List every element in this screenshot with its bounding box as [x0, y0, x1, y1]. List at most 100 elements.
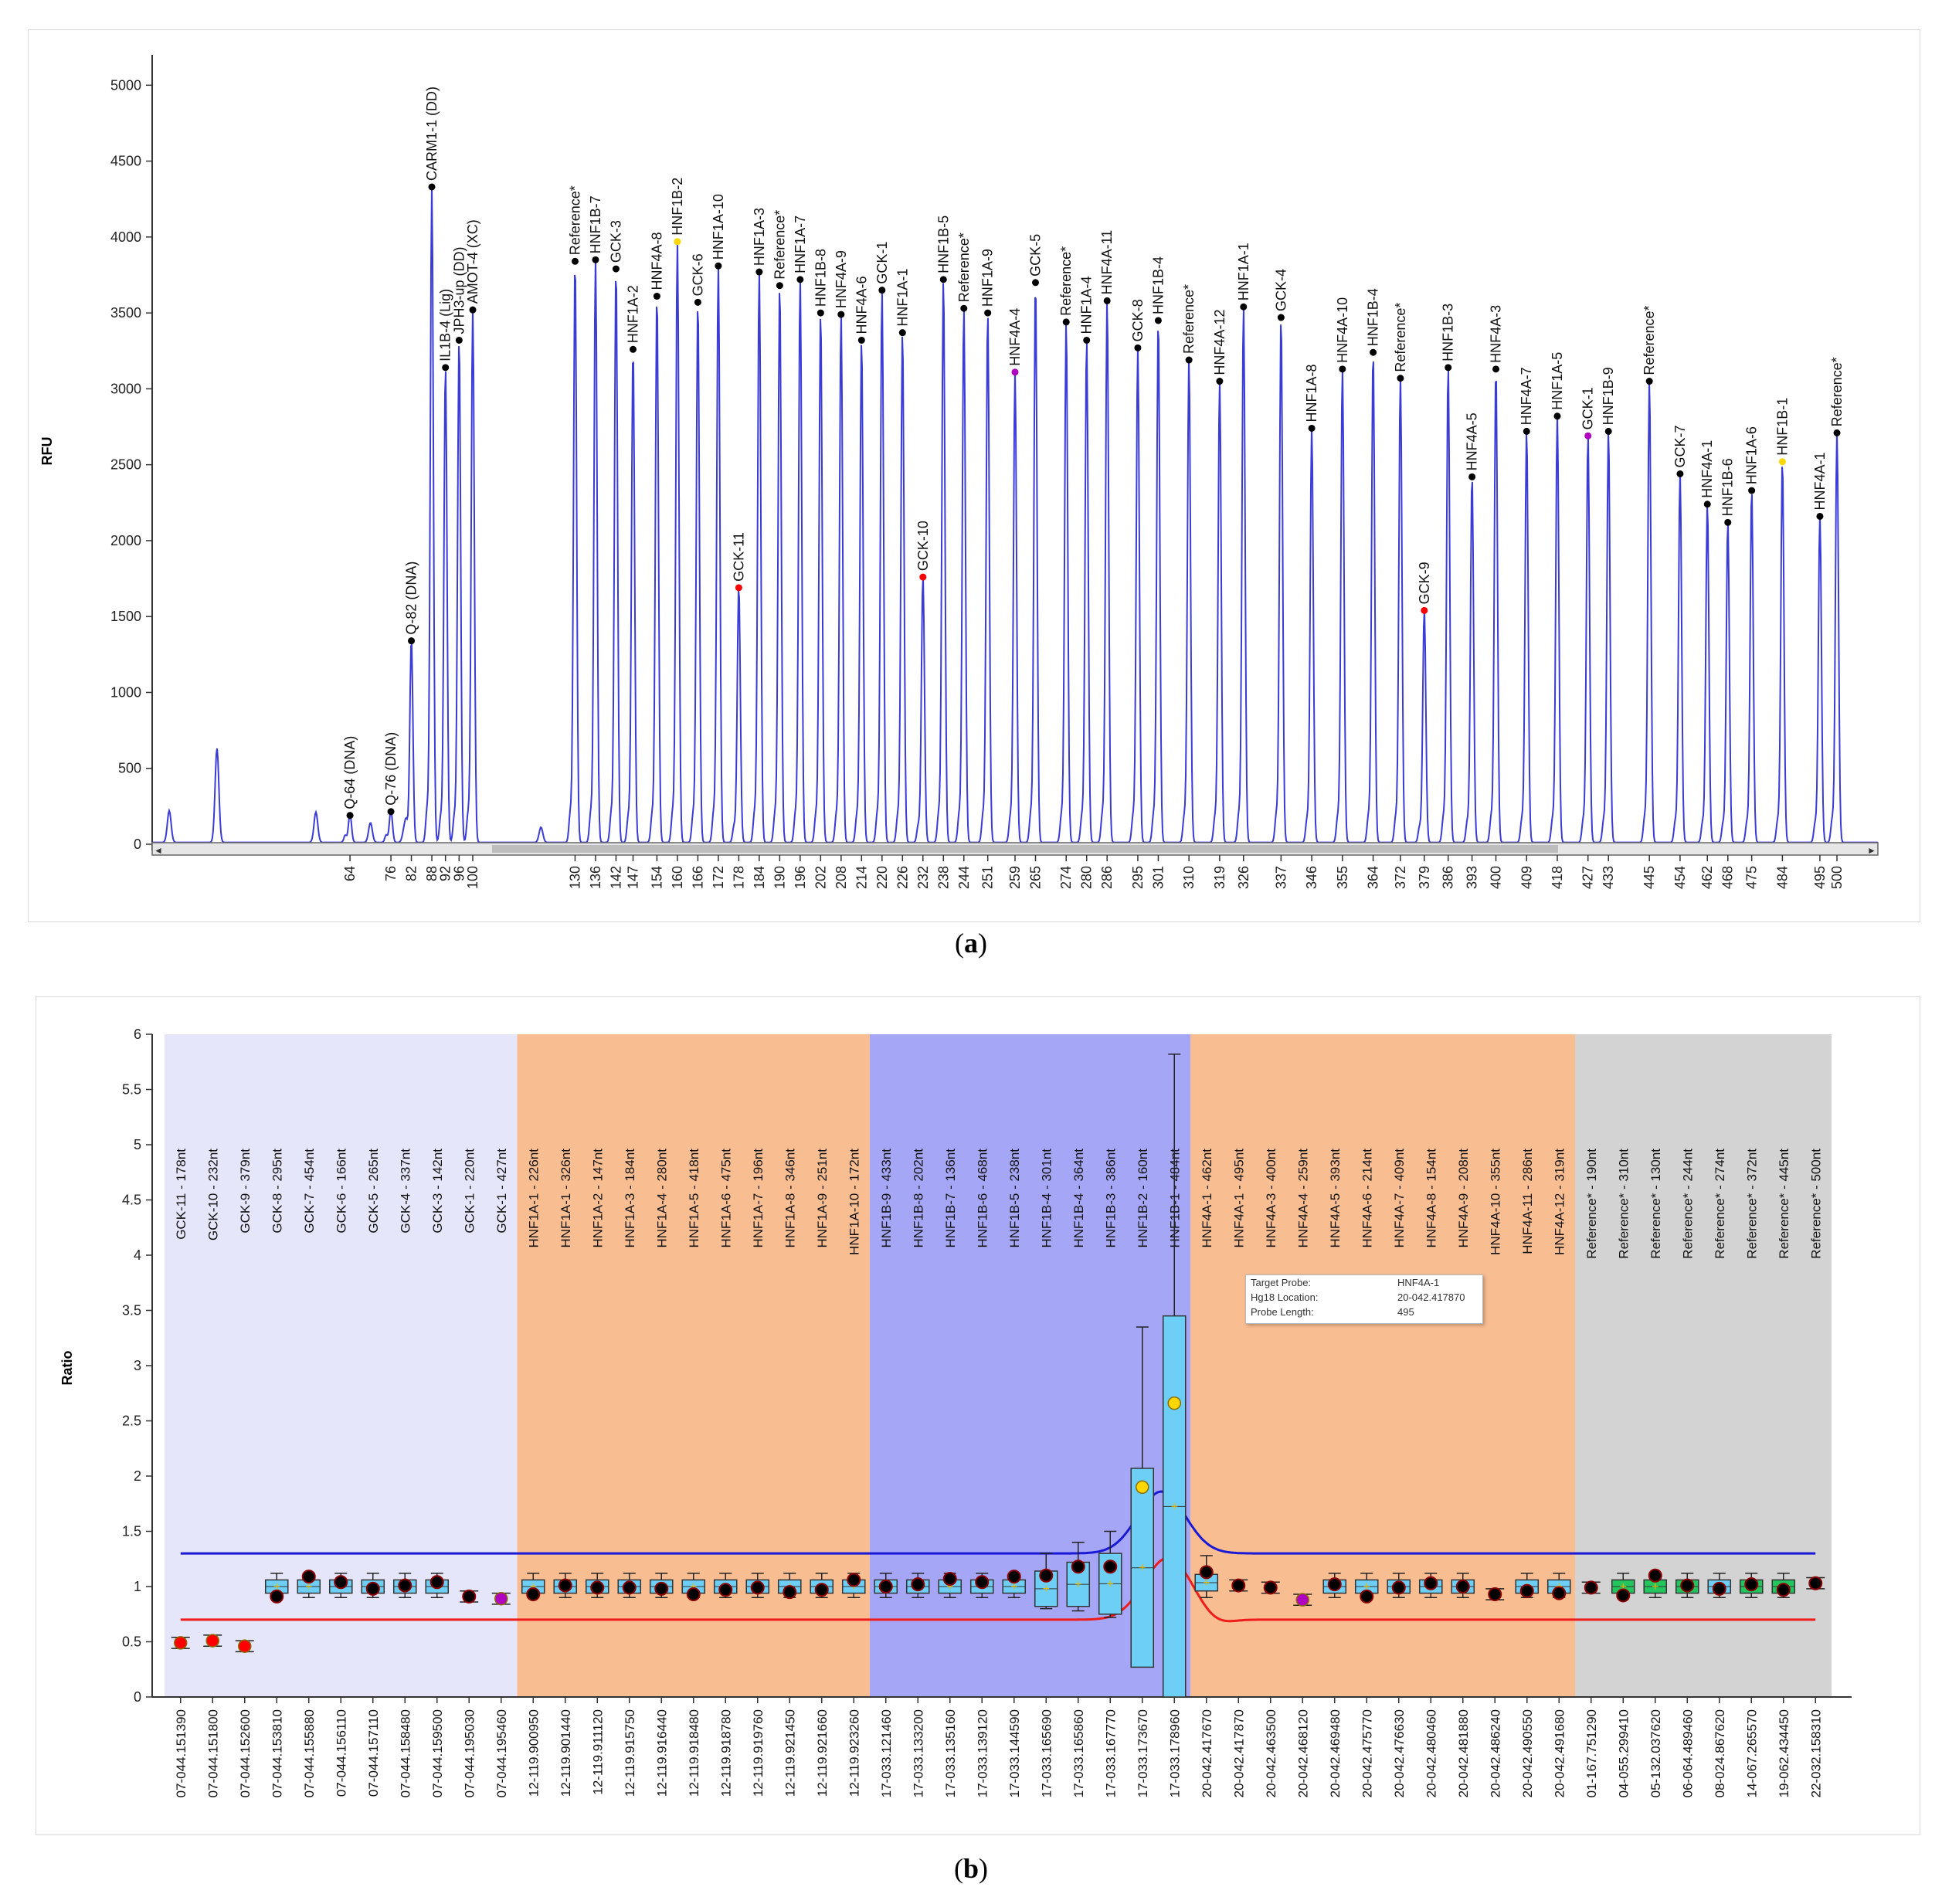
y-tick-label: 3.5 — [122, 1303, 141, 1319]
ratio-dot — [301, 1570, 316, 1584]
probe-name-label: HNF1A-9 - 251nt — [815, 1149, 830, 1248]
x-tick-label: 433 — [1601, 866, 1616, 889]
ratio-dot — [1263, 1580, 1278, 1595]
probe-name-label: HNF4A-6 - 214nt — [1360, 1149, 1374, 1248]
peak-label: Reference* — [1058, 246, 1074, 316]
mean-marker: + — [1363, 1580, 1370, 1593]
y-axis-label: RFU — [39, 437, 55, 466]
peak-label: GCK-1 — [1580, 387, 1596, 429]
ratio-dot — [1776, 1583, 1791, 1597]
probe-name-label: Reference* - 500nt — [1808, 1149, 1823, 1259]
probe-location-label: 12-119.916440 — [654, 1709, 669, 1797]
peak-marker — [960, 304, 968, 312]
peak-marker — [919, 573, 927, 581]
x-tick-label: 484 — [1774, 866, 1790, 889]
peak-marker — [1778, 458, 1786, 466]
probe-name-label: HNF1A-2 - 147nt — [590, 1149, 605, 1248]
ratio-dot — [429, 1575, 444, 1590]
peak-marker — [939, 276, 947, 283]
x-tick-label: 495 — [1812, 866, 1828, 889]
peak-marker — [837, 311, 845, 318]
y-tick-label: 1000 — [110, 684, 141, 700]
mean-marker: + — [1620, 1580, 1627, 1593]
probe-location-label: 20-042.480460 — [1424, 1709, 1438, 1797]
probe-name-label: HNF1A-7 - 196nt — [751, 1149, 766, 1248]
x-tick-label: 286 — [1099, 866, 1115, 889]
electropherogram-chart: 0 500 1000 1500 2000 2500 3000 3500 4000 4500 5000… — [39, 55, 1879, 889]
peak-marker — [674, 238, 681, 246]
x-tick-label: 136 — [588, 866, 603, 889]
peak-label: HNF1A-9 — [980, 249, 996, 307]
mean-marker: + — [1043, 1583, 1050, 1596]
peak-label: GCK-4 — [1273, 269, 1288, 311]
mean-marker: + — [1203, 1576, 1210, 1590]
ratio-dot — [1295, 1593, 1309, 1607]
peak-label: HNF4A-1 — [1699, 440, 1715, 498]
peak-label: Reference* — [772, 210, 787, 280]
probe-name-label: GCK-3 - 142nt — [430, 1149, 445, 1234]
ratio-dot — [494, 1591, 508, 1606]
peak-label: HNF1A-4 — [1079, 276, 1095, 334]
probe-location-label: 20-042.468120 — [1295, 1709, 1310, 1797]
y-tick-label: 6 — [134, 1027, 141, 1042]
peak-label: Reference* — [567, 185, 582, 255]
peak-label: AMOT-4 (XC) — [465, 219, 480, 304]
ratio-dot — [1199, 1565, 1214, 1580]
probe-name-label: HNF1B-3 - 386nt — [1103, 1149, 1118, 1248]
peak-marker — [1492, 365, 1500, 373]
peak-marker — [408, 637, 416, 645]
peak-marker — [1308, 424, 1316, 432]
ratio-dot — [1071, 1560, 1085, 1574]
ratio-dot — [365, 1581, 380, 1596]
ratio-dot — [1327, 1577, 1342, 1592]
probe-location-label: 07-044.159500 — [430, 1709, 445, 1797]
probe-location-label: 12-119.918480 — [687, 1709, 701, 1797]
probe-location-label: 17-033.135160 — [943, 1709, 958, 1797]
probe-location-label: 20-042.476630 — [1392, 1709, 1407, 1797]
peak-marker — [898, 329, 906, 337]
probe-location-label: 01-167.751290 — [1584, 1709, 1599, 1797]
peak-marker — [1277, 314, 1285, 321]
x-tick-label: 178 — [731, 866, 746, 889]
x-tick-label: 418 — [1550, 866, 1565, 889]
probe-location-label: 12-119.923260 — [847, 1709, 861, 1797]
probe-name-label: HNF1B-7 - 136nt — [943, 1149, 958, 1248]
peak-label: GCK-9 — [1417, 562, 1432, 604]
peak-marker — [1421, 606, 1428, 614]
probe-name-label: GCK-5 - 265nt — [366, 1149, 381, 1234]
peak-marker — [1833, 429, 1841, 436]
peak-label: HNF4A-8 — [649, 232, 664, 290]
peak-marker — [984, 309, 992, 317]
probe-name-label: HNF1A-1 - 226nt — [526, 1149, 541, 1248]
lower-threshold-line — [180, 1556, 1816, 1623]
ratio-dot — [1455, 1580, 1470, 1593]
peak-marker — [1134, 344, 1142, 351]
peak-marker — [592, 256, 599, 263]
ratio-dot — [847, 1573, 861, 1587]
x-tick-label: 251 — [980, 866, 996, 889]
x-tick-label: 295 — [1130, 866, 1146, 889]
peak-label: GCK-3 — [608, 220, 623, 263]
x-tick-label: 130 — [567, 866, 582, 889]
probe-location-label: 12-119.911120 — [590, 1709, 605, 1795]
peak-marker — [1103, 297, 1111, 304]
probe-location-label: 06-064.489460 — [1680, 1709, 1695, 1797]
probe-name-label: HNF1B-8 - 202nt — [911, 1149, 925, 1248]
ratio-dot — [911, 1577, 925, 1592]
probe-name-label: GCK-7 - 454nt — [302, 1149, 317, 1234]
probe-location-label: 08-024.867620 — [1713, 1709, 1727, 1797]
x-tick-label: 259 — [1007, 866, 1023, 889]
probe-location-label: 07-044.195030 — [462, 1709, 477, 1797]
ratio-dot — [686, 1587, 701, 1602]
x-tick-label: 372 — [1393, 866, 1408, 889]
peak-label: HNF1B-1 — [1774, 398, 1790, 456]
probe-location-label: 12-119.915750 — [623, 1709, 637, 1797]
probe-location-label: 22-032.158310 — [1808, 1709, 1823, 1797]
peak-label: HNF1B-7 — [588, 195, 603, 253]
probe-name-label: GCK-1 - 220nt — [462, 1149, 477, 1234]
mean-marker: + — [690, 1580, 697, 1593]
peak-label: GCK-11 — [731, 532, 746, 582]
probe-name-label: GCK-11 - 178nt — [174, 1149, 188, 1240]
peak-marker — [346, 812, 354, 820]
x-tick-label: 147 — [626, 866, 641, 889]
